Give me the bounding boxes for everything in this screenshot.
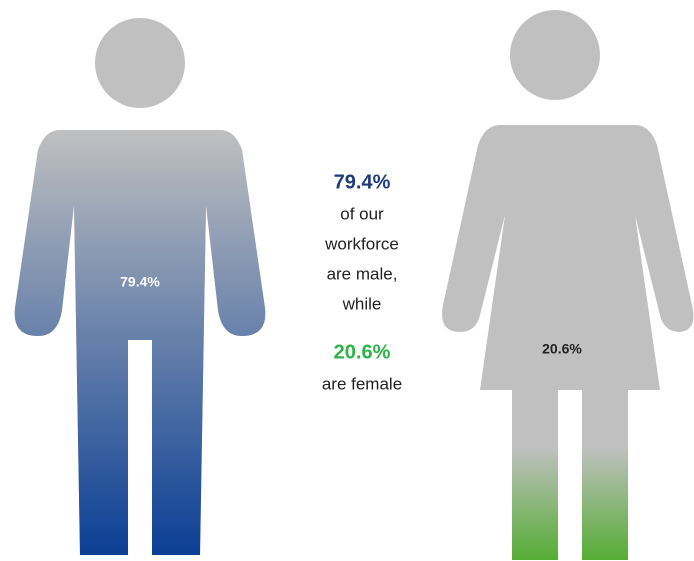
figure-label: 79.4% — [120, 274, 160, 290]
male-share: 79.4% — [334, 171, 391, 193]
figure-base — [442, 10, 694, 560]
caption-line: while — [342, 294, 382, 313]
figure — [442, 10, 694, 560]
figure-label: 20.6% — [542, 341, 582, 357]
caption-line: are male, — [327, 264, 398, 283]
figure-fill — [442, 446, 694, 560]
caption: of our workforce are male, while are female — [322, 204, 402, 393]
figures — [14, 10, 694, 560]
female-share: 20.6% — [334, 341, 391, 363]
caption-line: workforce — [324, 234, 399, 253]
caption-line: are female — [322, 374, 402, 393]
caption-line: of our — [340, 204, 384, 223]
figure-fill — [14, 128, 266, 555]
